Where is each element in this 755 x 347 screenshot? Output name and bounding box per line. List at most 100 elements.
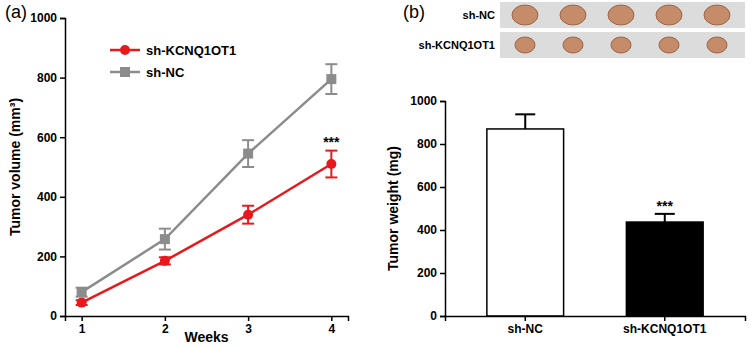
- tick-mark: [440, 144, 445, 146]
- tick-label: sh-NC: [508, 322, 544, 336]
- annotation: ***: [657, 198, 674, 214]
- axis-line: [60, 19, 66, 317]
- tick-mark: [60, 18, 65, 20]
- x-axis-title: Weeks: [184, 329, 228, 345]
- tick: sh-KCNQ1OT1: [623, 316, 707, 336]
- tick: 600: [417, 180, 445, 194]
- tick-label: sh-KCNQ1OT1: [623, 322, 707, 336]
- tick: 0: [50, 309, 65, 323]
- tick: 1: [79, 316, 86, 336]
- error-cap: [325, 150, 337, 152]
- bar: [626, 222, 703, 316]
- tick-label: 1000: [410, 94, 437, 108]
- panel: sh-NCsh-KCNQ1OT102004006008001000Tumor w…: [385, 2, 746, 336]
- error-stem: [664, 214, 666, 222]
- panel-label: (a): [5, 2, 27, 22]
- y-axis: 0 200 400 600 800 1000: [30, 11, 65, 323]
- tick: 800: [417, 137, 445, 151]
- tick-mark: [440, 101, 445, 103]
- marker: [326, 159, 336, 169]
- tick: 1000: [30, 11, 65, 25]
- tick-mark: [81, 316, 83, 321]
- error-cap: [242, 139, 254, 141]
- tick: 200: [37, 250, 65, 264]
- tick: 2: [162, 316, 169, 336]
- marker: [326, 74, 336, 84]
- tumor: [707, 37, 727, 53]
- tumor: [512, 5, 538, 25]
- photo-label: sh-NC: [463, 9, 495, 21]
- legend-marker: [120, 45, 130, 55]
- error-cap: [325, 93, 337, 95]
- error-bar: [655, 214, 675, 222]
- error-bar: [325, 151, 337, 178]
- tick-mark: [60, 137, 65, 139]
- tick: 600: [37, 131, 65, 145]
- figure: 1 2 3 4 0 200 400 600 800 1000 Tumor volume (mm³) W…: [0, 0, 755, 347]
- tick-mark: [440, 187, 445, 189]
- tumor: [704, 5, 730, 25]
- axis-line: [446, 317, 746, 322]
- tick-label: 800: [37, 71, 57, 85]
- error-bar: [159, 229, 171, 250]
- tick: 200: [417, 266, 445, 280]
- tick: 800: [37, 71, 65, 85]
- error-cap: [242, 205, 254, 207]
- error-cap: [159, 249, 171, 251]
- tick-mark: [440, 230, 445, 232]
- tick-mark: [248, 316, 250, 321]
- axis-line: [66, 317, 349, 322]
- tick: 0: [430, 309, 445, 323]
- tick-label: 200: [37, 250, 57, 264]
- tick-label: 1: [79, 322, 86, 336]
- tick: 400: [417, 223, 445, 237]
- tumor: [560, 5, 586, 25]
- tick-label: 4: [329, 322, 336, 336]
- tick-mark: [524, 316, 526, 321]
- error-stem: [524, 114, 526, 129]
- tumor: [608, 5, 634, 25]
- error-cap: [159, 228, 171, 230]
- tick-mark: [440, 273, 445, 275]
- tick-label: 400: [37, 190, 57, 204]
- tick-label: 200: [417, 266, 437, 280]
- legend-marker: [120, 67, 130, 77]
- tick-label: 0: [430, 309, 437, 323]
- tick-label: 3: [245, 322, 252, 336]
- tumor: [515, 37, 535, 53]
- error-cap: [325, 63, 337, 65]
- photo-strip: [500, 2, 745, 28]
- bar: [487, 129, 564, 316]
- y-axis-title: Tumor volume (mm³): [7, 98, 23, 236]
- legend-label: sh-NC: [146, 65, 185, 80]
- tick-mark: [60, 316, 65, 318]
- legend: sh-KCNQ1OT1 sh-NC: [110, 43, 236, 80]
- legend-label: sh-KCNQ1OT1: [146, 43, 236, 58]
- tick-label: 2: [162, 322, 169, 336]
- marker: [160, 256, 170, 266]
- error-cap: [242, 223, 254, 225]
- tick: 4: [329, 316, 336, 336]
- panel-label: (b): [403, 2, 425, 22]
- tick-label: 800: [417, 137, 437, 151]
- annotation: ***: [323, 134, 340, 150]
- marker: [77, 287, 87, 297]
- marker: [160, 234, 170, 244]
- tumor: [656, 5, 682, 25]
- x-axis: sh-NC sh-KCNQ1OT1: [446, 316, 746, 336]
- tick-mark: [60, 197, 65, 199]
- error-cap: [242, 166, 254, 168]
- legend-entry: sh-NC: [110, 65, 185, 80]
- photo: [500, 2, 745, 58]
- tick: 1000: [410, 94, 445, 108]
- marker: [243, 210, 253, 220]
- tick-mark: [664, 316, 666, 321]
- error-bar: [242, 206, 254, 224]
- tick-label: 600: [417, 180, 437, 194]
- tick-mark: [331, 316, 333, 321]
- error-bar: [76, 288, 88, 297]
- photo-strip: [500, 32, 745, 58]
- marker: [243, 149, 253, 159]
- tumor: [659, 37, 679, 53]
- error-cap: [515, 113, 535, 115]
